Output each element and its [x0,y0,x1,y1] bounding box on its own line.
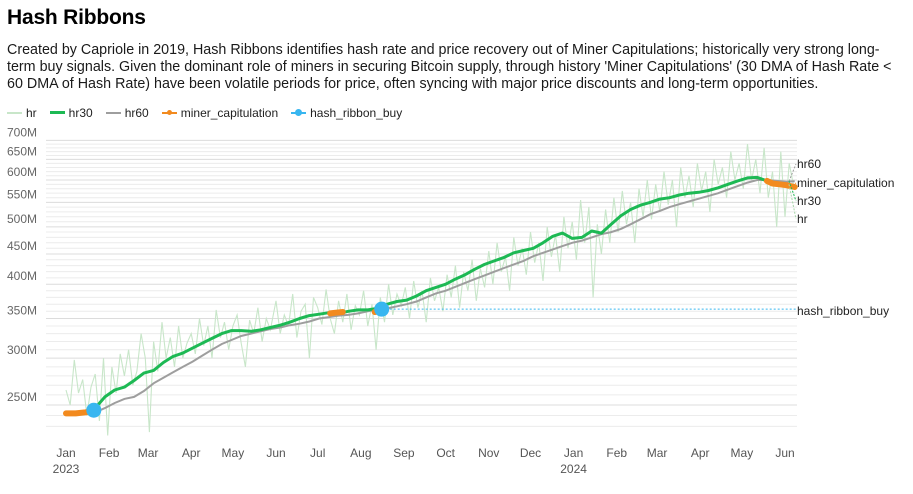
end-label-leader-hr [788,184,797,220]
legend-swatch-hr [7,107,22,119]
chart-plot: 250M 300M 350M 400M 450M 500M 550M 600M 650M 700M… [7,125,894,476]
legend-swatch-hr30 [49,107,65,119]
x-tick-label: Nov [478,446,499,460]
y-tick-label: 650M [7,144,37,158]
end-label-hr30: hr30 [797,194,821,208]
x-tick-label: Jan [56,446,75,460]
legend-swatch-miner-capitulation [161,107,177,119]
series-layer [63,144,798,436]
chart-description: Created by Capriole in 2019, Hash Ribbon… [7,42,892,92]
x-tick-label: Jan [564,446,583,460]
x-tick-year-label: 2023 [53,462,80,476]
series-hr-line [65,144,794,436]
legend: hr hr30 hr60 miner_capitulation hash_rib… [7,106,415,120]
y-tick-label: 600M [7,165,37,179]
gridlines [46,139,797,427]
x-tick-label: Feb [99,446,120,460]
end-label-hr60: hr60 [797,157,821,171]
x-tick-label: Mar [647,446,668,460]
hash-ribbon-buy-marker [86,402,102,418]
x-tick-label: Jun [775,446,794,460]
end-label-leader-hr30 [788,180,797,202]
legend-item-hr30[interactable]: hr30 [49,106,93,120]
y-tick-label: 250M [7,390,37,404]
x-tick-label: Apr [691,446,710,460]
legend-label-hr: hr [26,106,37,120]
end-label-leader-miner_capitulation [788,182,797,188]
legend-item-hash-ribbon-buy[interactable]: hash_ribbon_buy [291,106,402,120]
legend-label-miner-capitulation: miner_capitulation [180,106,279,120]
x-tick-label: May [731,446,754,460]
end-label-leader-hr60 [788,163,797,182]
x-tick-label: Feb [606,446,627,460]
legend-item-hr60[interactable]: hr60 [105,106,149,120]
legend-swatch-hash-ribbon-buy [291,107,307,119]
miner-capitulation-segment [327,309,346,317]
y-tick-label: 300M [7,343,37,357]
end-label-hash-ribbon-buy: hash_ribbon_buy [797,304,889,318]
x-tick-label: May [222,446,245,460]
series-hr60-line [94,179,795,414]
legend-label-hr60: hr60 [124,106,149,120]
y-tick-label: 700M [7,125,37,139]
hash-ribbon-buy-marker [374,301,390,317]
y-axis: 250M 300M 350M 400M 450M 500M 550M 600M 650M 700M [7,125,37,404]
x-tick-label: Sep [393,446,415,460]
y-tick-label: 400M [7,269,37,283]
x-tick-year-label: 2024 [560,462,587,476]
x-tick-label: Oct [436,446,455,460]
legend-swatch-hr60 [105,107,121,119]
x-tick-label: Apr [182,446,201,460]
legend-label-hash-ribbon-buy: hash_ribbon_buy [310,106,403,120]
legend-item-miner-capitulation[interactable]: miner_capitulation [161,106,279,120]
x-tick-label: Jul [310,446,325,460]
x-tick-label: Mar [138,446,159,460]
legend-label-hr30: hr30 [68,106,93,120]
x-axis: Jan 2023 Feb Mar Apr May Jun Jul Aug Sep Oct Nov Dec… [53,446,795,476]
x-tick-label: Jun [266,446,285,460]
x-tick-label: Dec [520,446,541,460]
legend-item-hr[interactable]: hr [7,106,37,120]
chart-title: Hash Ribbons [7,6,146,29]
end-label-hr: hr [797,212,808,226]
x-tick-label: Aug [350,446,371,460]
y-tick-label: 550M [7,187,37,201]
y-tick-label: 350M [7,304,37,318]
end-label-miner-capitulation: miner_capitulation [797,176,894,190]
end-labels: hr60 miner_capitulation hr30 hr hash_ribbon_… [788,157,894,318]
series-hr30-line [94,175,768,410]
y-tick-label: 500M [7,212,37,226]
y-tick-label: 450M [7,239,37,253]
